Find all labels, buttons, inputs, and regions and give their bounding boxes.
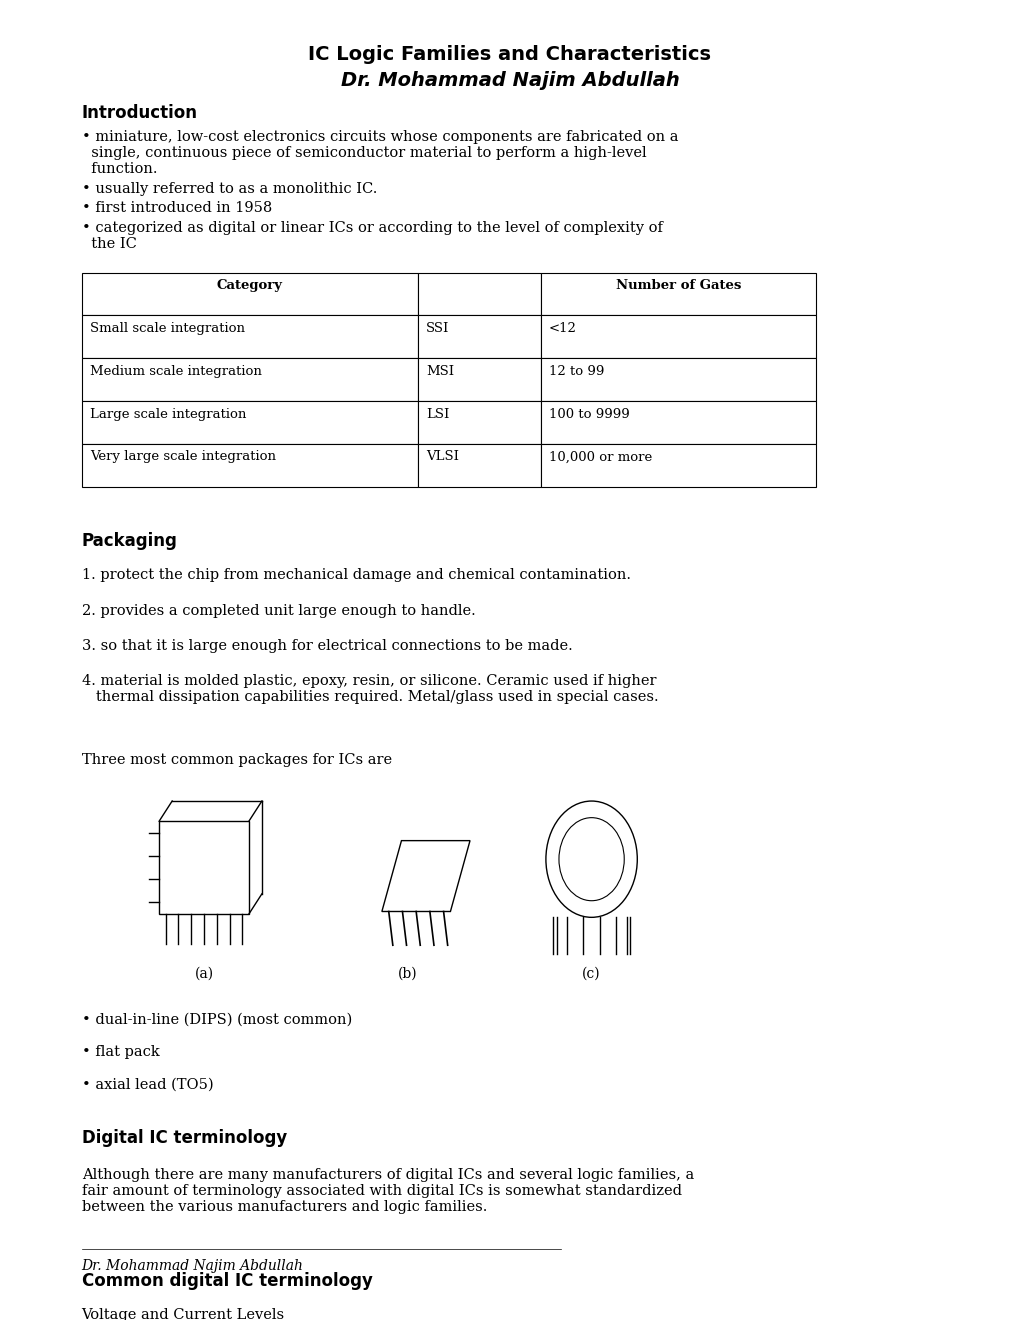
Text: Although there are many manufacturers of digital ICs and several logic families,: Although there are many manufacturers of… (82, 1168, 693, 1214)
Bar (82, 272, 418, 315)
Text: Three most common packages for ICs are: Three most common packages for ICs are (82, 752, 391, 767)
Bar (540, 272, 815, 315)
Text: • miniature, low-cost electronics circuits whose components are fabricated on a
: • miniature, low-cost electronics circui… (82, 129, 678, 176)
Text: MSI: MSI (426, 364, 454, 378)
Text: • axial lead (TO5): • axial lead (TO5) (82, 1077, 213, 1092)
Text: Medium scale integration: Medium scale integration (90, 364, 262, 378)
Text: 2. provides a completed unit large enough to handle.: 2. provides a completed unit large enoug… (82, 603, 475, 618)
Bar (418, 272, 540, 315)
Text: Number of Gates: Number of Gates (615, 279, 740, 292)
Text: 4. material is molded plastic, epoxy, resin, or silicone. Ceramic used if higher: 4. material is molded plastic, epoxy, re… (82, 673, 657, 704)
Circle shape (545, 801, 637, 917)
Text: IC Logic Families and Characteristics: IC Logic Families and Characteristics (308, 45, 711, 65)
Text: Packaging: Packaging (82, 532, 177, 550)
Text: • flat pack: • flat pack (82, 1045, 159, 1059)
Text: Digital IC terminology: Digital IC terminology (82, 1129, 286, 1147)
Text: • first introduced in 1958: • first introduced in 1958 (82, 201, 272, 215)
Text: VLSI: VLSI (426, 450, 459, 463)
Text: Category: Category (217, 279, 282, 292)
Bar (418, 401, 540, 444)
Text: Very large scale integration: Very large scale integration (90, 450, 275, 463)
Polygon shape (381, 841, 470, 912)
Text: • categorized as digital or linear ICs or according to the level of complexity o: • categorized as digital or linear ICs o… (82, 220, 661, 251)
Text: Voltage and Current Levels: Voltage and Current Levels (82, 1308, 284, 1320)
Bar (540, 444, 815, 487)
Bar (82, 444, 418, 487)
Text: LSI: LSI (426, 408, 449, 421)
Bar (418, 358, 540, 401)
Bar (82, 358, 418, 401)
Text: (a): (a) (195, 968, 213, 981)
Bar (418, 315, 540, 358)
Text: Dr. Mohammad Najim Abdullah: Dr. Mohammad Najim Abdullah (82, 1259, 304, 1272)
Bar (82, 315, 418, 358)
Text: Introduction: Introduction (82, 104, 198, 121)
Text: 3. so that it is large enough for electrical connections to be made.: 3. so that it is large enough for electr… (82, 639, 572, 652)
Bar (540, 401, 815, 444)
Text: Dr. Mohammad Najim Abdullah: Dr. Mohammad Najim Abdullah (340, 71, 679, 90)
Text: 100 to 9999: 100 to 9999 (548, 408, 629, 421)
Text: 1. protect the chip from mechanical damage and chemical contamination.: 1. protect the chip from mechanical dama… (82, 569, 630, 582)
Text: Small scale integration: Small scale integration (90, 322, 245, 335)
Text: Common digital IC terminology: Common digital IC terminology (82, 1272, 372, 1290)
Text: Large scale integration: Large scale integration (90, 408, 246, 421)
Text: <12: <12 (548, 322, 576, 335)
Text: (b): (b) (397, 968, 418, 981)
FancyBboxPatch shape (159, 821, 249, 913)
Text: 10,000 or more: 10,000 or more (548, 450, 651, 463)
Text: • usually referred to as a monolithic IC.: • usually referred to as a monolithic IC… (82, 182, 377, 195)
Text: (c): (c) (582, 968, 600, 981)
Bar (418, 444, 540, 487)
Bar (540, 358, 815, 401)
Bar (82, 401, 418, 444)
Circle shape (558, 817, 624, 900)
Bar (540, 315, 815, 358)
Text: • dual-in-line (DIPS) (most common): • dual-in-line (DIPS) (most common) (82, 1012, 352, 1027)
Text: 12 to 99: 12 to 99 (548, 364, 603, 378)
Text: SSI: SSI (426, 322, 449, 335)
